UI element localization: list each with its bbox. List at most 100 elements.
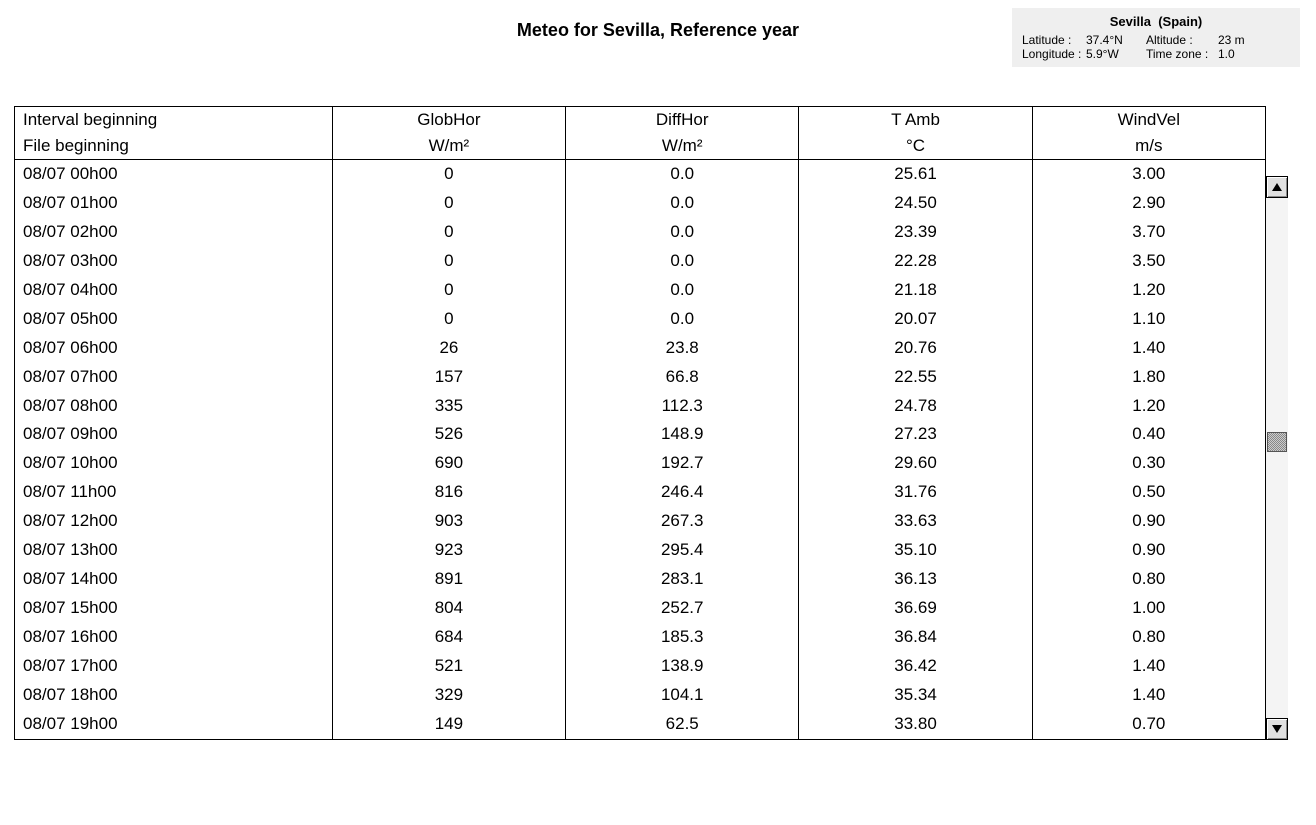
table-header: Interval beginning GlobHor DiffHor T Amb… [15, 107, 1266, 160]
table-cell: 0.70 [1032, 710, 1265, 739]
table-cell: 1.40 [1032, 334, 1265, 363]
table-cell: 08/07 10h00 [15, 449, 333, 478]
location-info-panel: Sevilla (Spain) Latitude : 37.4°N Altitu… [1012, 8, 1300, 67]
table-cell: 521 [332, 652, 565, 681]
table-cell: 35.34 [799, 681, 1032, 710]
table-cell: 335 [332, 392, 565, 421]
table-row: 08/07 09h00526148.927.230.40 [15, 420, 1266, 449]
col-header-globhor: GlobHor [332, 107, 565, 134]
table-row: 08/07 18h00329104.135.341.40 [15, 681, 1266, 710]
table-cell: 0 [332, 305, 565, 334]
scroll-down-button[interactable] [1266, 718, 1288, 740]
table-cell: 138.9 [566, 652, 799, 681]
table-cell: 192.7 [566, 449, 799, 478]
table-row: 08/07 10h00690192.729.600.30 [15, 449, 1266, 478]
scrollbar-thumb[interactable] [1267, 432, 1287, 452]
table-cell: 185.3 [566, 623, 799, 652]
table-cell: 08/07 12h00 [15, 507, 333, 536]
altitude-label: Altitude : [1146, 33, 1218, 47]
table-cell: 0 [332, 276, 565, 305]
latitude-label: Latitude : [1022, 33, 1086, 47]
table-cell: 1.40 [1032, 681, 1265, 710]
table-cell: 36.69 [799, 594, 1032, 623]
page-title: Meteo for Sevilla, Reference year [517, 20, 799, 41]
table-cell: 0.90 [1032, 507, 1265, 536]
table-cell: 1.80 [1032, 363, 1265, 392]
table-cell: 1.10 [1032, 305, 1265, 334]
table-cell: 20.07 [799, 305, 1032, 334]
table-cell: 0.0 [566, 276, 799, 305]
table-cell: 0.50 [1032, 478, 1265, 507]
table-cell: 08/07 00h00 [15, 160, 333, 189]
table-cell: 104.1 [566, 681, 799, 710]
scroll-up-button[interactable] [1266, 176, 1288, 198]
latitude-value: 37.4°N [1086, 33, 1146, 47]
table-cell: 08/07 11h00 [15, 478, 333, 507]
table-cell: 08/07 07h00 [15, 363, 333, 392]
col-unit-diffhor: W/m² [566, 133, 799, 160]
table-cell: 1.40 [1032, 652, 1265, 681]
location-name: Sevilla [1110, 14, 1151, 29]
vertical-scrollbar[interactable] [1266, 176, 1288, 740]
table-cell: 08/07 18h00 [15, 681, 333, 710]
table-cell: 08/07 03h00 [15, 247, 333, 276]
table-cell: 526 [332, 420, 565, 449]
table-row: 08/07 03h0000.022.283.50 [15, 247, 1266, 276]
table-cell: 684 [332, 623, 565, 652]
table-cell: 0 [332, 160, 565, 189]
col-header-interval: Interval beginning [15, 107, 333, 134]
scrollbar-track[interactable] [1266, 198, 1288, 718]
table-cell: 23.8 [566, 334, 799, 363]
timezone-value: 1.0 [1218, 47, 1258, 61]
table-cell: 0.0 [566, 189, 799, 218]
table-cell: 0 [332, 189, 565, 218]
table-cell: 0.0 [566, 247, 799, 276]
table-row: 08/07 01h0000.024.502.90 [15, 189, 1266, 218]
table-cell: 08/07 06h00 [15, 334, 333, 363]
table-cell: 62.5 [566, 710, 799, 739]
table-cell: 08/07 14h00 [15, 565, 333, 594]
arrow-down-icon [1272, 725, 1282, 733]
table-cell: 690 [332, 449, 565, 478]
table-cell: 246.4 [566, 478, 799, 507]
table-cell: 149 [332, 710, 565, 739]
table-cell: 36.13 [799, 565, 1032, 594]
table-cell: 3.50 [1032, 247, 1265, 276]
col-header-tamb: T Amb [799, 107, 1032, 134]
table-cell: 36.84 [799, 623, 1032, 652]
longitude-label: Longitude : [1022, 47, 1086, 61]
table-cell: 25.61 [799, 160, 1032, 189]
table-row: 08/07 11h00816246.431.760.50 [15, 478, 1266, 507]
table-cell: 24.50 [799, 189, 1032, 218]
header-section: Meteo for Sevilla, Reference year Sevill… [14, 8, 1302, 98]
col-unit-windvel: m/s [1032, 133, 1265, 160]
table-row: 08/07 13h00923295.435.100.90 [15, 536, 1266, 565]
table-cell: 2.90 [1032, 189, 1265, 218]
table-cell: 08/07 17h00 [15, 652, 333, 681]
table-cell: 0.30 [1032, 449, 1265, 478]
table-cell: 0.90 [1032, 536, 1265, 565]
table-body: 08/07 00h0000.025.613.0008/07 01h0000.02… [15, 160, 1266, 740]
table-cell: 1.00 [1032, 594, 1265, 623]
table-row: 08/07 07h0015766.822.551.80 [15, 363, 1266, 392]
table-cell: 08/07 19h00 [15, 710, 333, 739]
table-cell: 1.20 [1032, 276, 1265, 305]
table-cell: 3.00 [1032, 160, 1265, 189]
col-header-diffhor: DiffHor [566, 107, 799, 134]
table-cell: 816 [332, 478, 565, 507]
col-unit-globhor: W/m² [332, 133, 565, 160]
table-cell: 0.80 [1032, 565, 1265, 594]
table-cell: 24.78 [799, 392, 1032, 421]
table-cell: 08/07 16h00 [15, 623, 333, 652]
table-row: 08/07 00h0000.025.613.00 [15, 160, 1266, 189]
table-row: 08/07 06h002623.820.761.40 [15, 334, 1266, 363]
table-cell: 0.0 [566, 160, 799, 189]
table-cell: 33.63 [799, 507, 1032, 536]
col-unit-tamb: °C [799, 133, 1032, 160]
table-cell: 891 [332, 565, 565, 594]
table-row: 08/07 08h00335112.324.781.20 [15, 392, 1266, 421]
table-cell: 3.70 [1032, 218, 1265, 247]
table-cell: 66.8 [566, 363, 799, 392]
col-unit-interval: File beginning [15, 133, 333, 160]
table-cell: 0.80 [1032, 623, 1265, 652]
